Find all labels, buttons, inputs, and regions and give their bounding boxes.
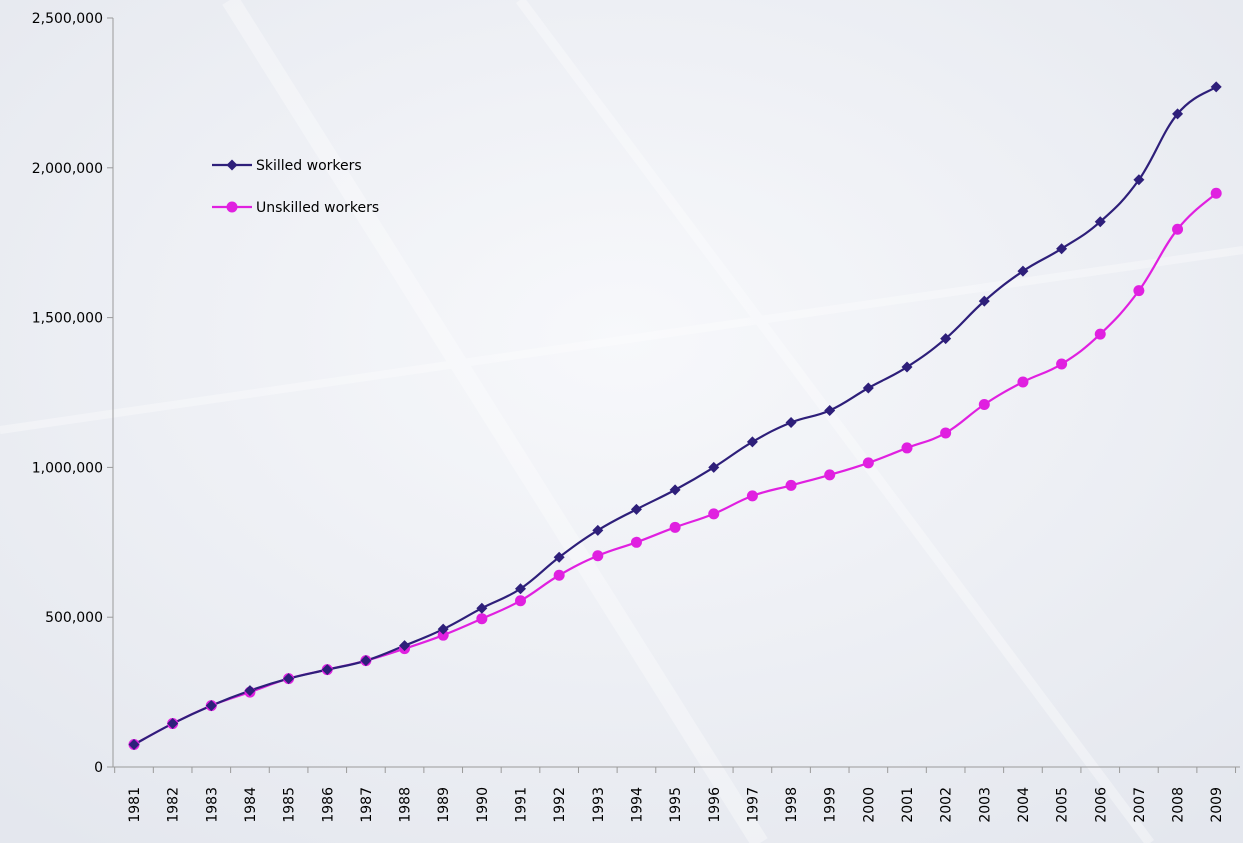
unskilled-workers-point: [785, 479, 797, 491]
y-tick-label: 1,000,000: [32, 460, 103, 476]
x-tick-label: 1986: [320, 787, 336, 823]
skilled-workers-point: [1017, 265, 1029, 277]
skilled-workers-point: [1056, 243, 1068, 255]
x-tick-label: 2005: [1055, 787, 1071, 823]
y-tick-label: 2,500,000: [32, 11, 103, 27]
y-tick-label: 1,500,000: [32, 311, 103, 327]
y-tick-label: 0: [94, 760, 103, 776]
x-tick-label: 1998: [784, 787, 800, 823]
unskilled-workers-point: [1094, 328, 1106, 340]
legend-marker-unskilled-workers: [226, 201, 238, 213]
skilled-workers-point: [437, 623, 449, 635]
x-axis-ticks: 1981 1982 1983 1984 1985 1986 1987 1988 1989 1990…: [114, 767, 1237, 823]
x-tick-label: 1988: [398, 787, 414, 823]
skilled-workers-point: [476, 602, 488, 614]
y-axis-ticks: 0 500,000 1,000,000 1,500,000 2,000,000 2,500…: [32, 11, 113, 776]
x-tick-label: 1989: [436, 787, 452, 823]
skilled-workers-point: [205, 700, 217, 712]
y-tick-label: 500,000: [45, 610, 103, 626]
skilled-workers-point: [708, 461, 720, 473]
x-tick-label: 1990: [475, 787, 491, 823]
skilled-workers-point: [283, 673, 295, 685]
skilled-workers-point: [862, 382, 874, 394]
x-tick-label: 1981: [127, 787, 143, 823]
skilled-workers-point: [167, 718, 179, 730]
unskilled-workers-point: [862, 457, 874, 469]
unskilled-workers-point: [592, 550, 604, 562]
unskilled-workers-point: [1210, 187, 1222, 199]
x-tick-label: 1983: [204, 787, 220, 823]
x-tick-label: 1984: [243, 787, 259, 823]
unskilled-workers-point: [630, 536, 642, 548]
x-tick-label: 1994: [629, 787, 645, 823]
skilled-workers-point: [592, 524, 604, 536]
skilled-workers-point: [824, 404, 836, 416]
unskilled-workers-point: [553, 569, 565, 581]
legend-label-unskilled-workers: Unskilled workers: [256, 200, 379, 216]
skilled-workers-point: [1133, 174, 1145, 186]
x-tick-label: 1999: [823, 787, 839, 823]
x-tick-label: 2004: [1016, 787, 1032, 823]
skilled-workers-point: [360, 655, 372, 667]
unskilled-workers-point: [437, 629, 449, 641]
skilled-workers-point: [399, 640, 411, 652]
skilled-workers-point: [515, 583, 526, 595]
skilled-workers-point: [1094, 216, 1106, 228]
skilled-workers-point: [901, 361, 913, 373]
series-markers: [128, 81, 1222, 751]
x-tick-label: 1996: [707, 787, 723, 823]
unskilled-workers-point: [1017, 376, 1029, 388]
unskilled-workers-point: [824, 469, 836, 481]
unskilled-workers-point: [1056, 358, 1068, 370]
skilled-workers-point: [940, 333, 952, 345]
unskilled-workers-point: [476, 613, 488, 625]
x-tick-label: 1982: [166, 787, 182, 823]
unskilled-workers-point: [901, 442, 913, 454]
x-tick-label: 1992: [552, 787, 568, 823]
x-tick-label: 1997: [745, 787, 761, 823]
skilled-workers-point: [746, 436, 758, 448]
skilled-workers-point: [244, 685, 256, 697]
skilled-workers-point: [669, 484, 681, 496]
legend-label-skilled-workers: Skilled workers: [256, 158, 362, 174]
unskilled-workers-point: [669, 521, 681, 533]
x-tick-label: 1987: [359, 787, 375, 823]
x-tick-label: 2006: [1093, 787, 1109, 823]
x-tick-label: 2009: [1209, 787, 1225, 823]
skilled-workers-point: [128, 739, 140, 751]
x-tick-label: 2001: [900, 787, 916, 823]
skilled-workers-point: [321, 664, 333, 676]
unskilled-workers-point: [978, 398, 990, 410]
x-tick-label: 2003: [977, 787, 993, 823]
unskilled-workers-point: [746, 490, 758, 502]
axes: [112, 18, 1240, 768]
skilled-workers-point: [630, 503, 642, 515]
legend: Skilled workers Unskilled workers: [212, 158, 379, 216]
legend-marker-skilled-workers: [226, 159, 238, 171]
x-tick-label: 1995: [668, 787, 684, 823]
x-tick-label: 1993: [591, 787, 607, 823]
y-tick-label: 2,000,000: [32, 161, 103, 177]
x-tick-label: 2007: [1132, 787, 1148, 823]
x-tick-label: 1991: [514, 787, 530, 823]
unskilled-workers-point: [1133, 285, 1145, 297]
skilled-workers-point: [1210, 81, 1222, 93]
x-tick-label: 2008: [1171, 787, 1187, 823]
skilled-workers-point: [978, 295, 990, 307]
skilled-workers-point: [1172, 108, 1184, 120]
x-tick-label: 1985: [282, 787, 298, 823]
unskilled-workers-point: [940, 427, 952, 439]
skilled-workers-point: [785, 416, 797, 428]
skilled-workers-point: [553, 551, 565, 563]
unskilled-workers-point: [515, 595, 526, 607]
x-tick-label: 2002: [939, 787, 955, 823]
unskilled-workers-point: [708, 508, 720, 520]
x-tick-label: 2000: [861, 787, 877, 823]
unskilled-workers-point: [1172, 223, 1184, 235]
